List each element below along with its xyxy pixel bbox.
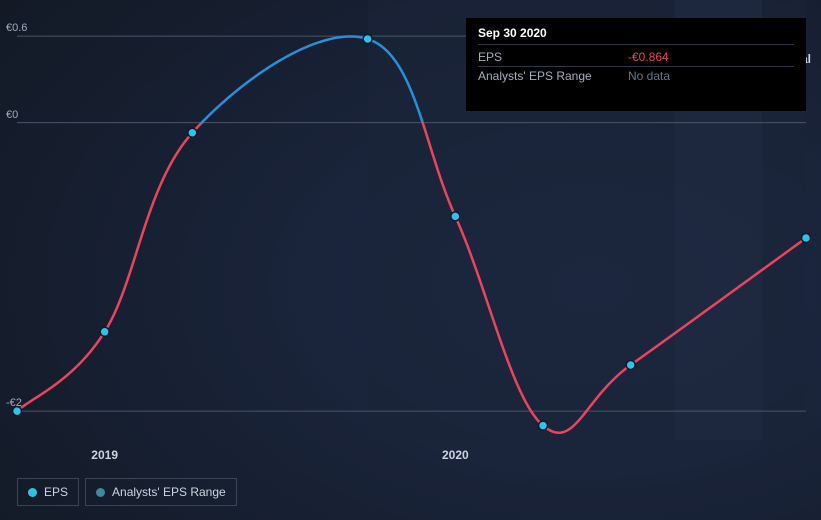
tooltip-row-label: Analysts' EPS Range bbox=[478, 69, 628, 83]
tooltip-row: EPS-€0.864 bbox=[478, 48, 794, 67]
eps-line-segment bbox=[17, 123, 202, 412]
legend-swatch-icon bbox=[96, 488, 105, 497]
tooltip-title: Sep 30 2020 bbox=[478, 26, 794, 45]
eps-data-point[interactable] bbox=[451, 212, 460, 221]
tooltip-row-value: -€0.864 bbox=[628, 50, 669, 64]
legend-label: EPS bbox=[44, 485, 68, 499]
eps-data-point[interactable] bbox=[539, 421, 548, 430]
tooltip-row: Analysts' EPS RangeNo data bbox=[478, 67, 794, 85]
eps-data-point[interactable] bbox=[188, 128, 197, 137]
y-axis-tick-label: -€2 bbox=[6, 397, 22, 409]
tooltip-row-label: EPS bbox=[478, 50, 628, 64]
y-axis-tick-label: €0 bbox=[6, 109, 18, 121]
legend-swatch-icon bbox=[28, 488, 37, 497]
y-axis-tick-label: €0.6 bbox=[6, 22, 27, 34]
legend-item-eps[interactable]: EPS bbox=[17, 478, 79, 506]
eps-data-point[interactable] bbox=[363, 34, 372, 43]
eps-data-point[interactable] bbox=[100, 327, 109, 336]
eps-data-point[interactable] bbox=[802, 234, 811, 243]
legend-item-analysts-eps-range[interactable]: Analysts' EPS Range bbox=[85, 478, 237, 506]
tooltip: Sep 30 2020 EPS-€0.864Analysts' EPS Rang… bbox=[466, 18, 806, 111]
tooltip-row-value: No data bbox=[628, 69, 670, 83]
legend-label: Analysts' EPS Range bbox=[112, 485, 226, 499]
legend: EPS Analysts' EPS Range bbox=[17, 478, 237, 506]
eps-data-point[interactable] bbox=[626, 360, 635, 369]
x-axis-tick-label: 2020 bbox=[442, 448, 469, 462]
x-axis-tick-label: 2019 bbox=[91, 448, 118, 462]
